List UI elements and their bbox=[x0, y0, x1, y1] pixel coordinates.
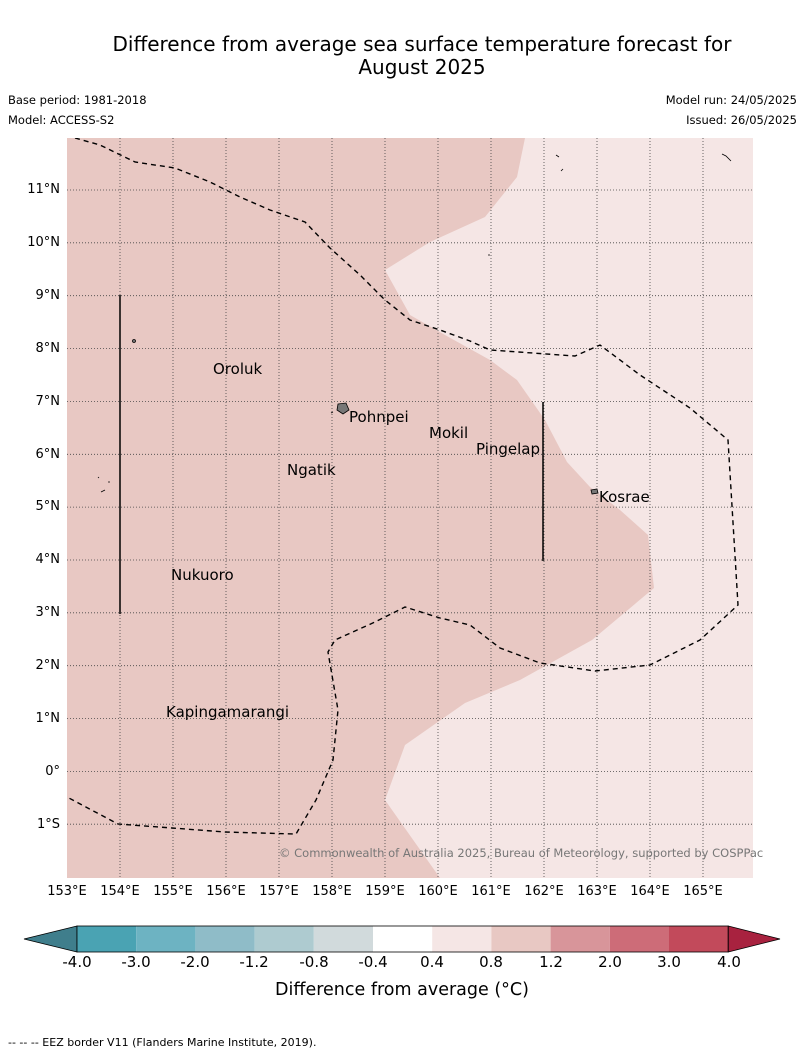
lat-label-7n: 7°N bbox=[35, 394, 61, 409]
eez-borders bbox=[67, 138, 739, 835]
model-run: Model run: 24/05/2025 bbox=[665, 93, 797, 107]
place-pohnpei: Pohnpei bbox=[349, 408, 409, 426]
colorbar-label: 4.0 bbox=[717, 953, 741, 971]
lat-label-10n: 10°N bbox=[27, 235, 60, 250]
pohnpei-island bbox=[336, 402, 350, 415]
base-period: Base period: 1981-2018 bbox=[8, 93, 147, 107]
lon-label-164e: 164°E bbox=[630, 884, 670, 899]
eez-border-north bbox=[67, 138, 739, 835]
colorbar-label: -4.0 bbox=[62, 953, 92, 971]
lat-label-3n: 3°N bbox=[35, 605, 61, 620]
colorbar-extend-low bbox=[23, 925, 78, 953]
small-island-3 bbox=[330, 254, 490, 414]
model-name: Model: ACCESS-S2 bbox=[8, 113, 115, 127]
place-oroluk: Oroluk bbox=[213, 360, 263, 378]
lon-label-165e: 165°E bbox=[683, 884, 723, 899]
kosrae-island bbox=[590, 488, 599, 495]
colorbar-label: -2.0 bbox=[180, 953, 210, 971]
colorbar-outline bbox=[76, 925, 729, 953]
lat-label-1s: 1°S bbox=[36, 817, 60, 832]
colorbar-segment bbox=[77, 926, 137, 952]
atoll-island bbox=[132, 339, 136, 343]
lat-label-4n: 4°N bbox=[35, 552, 61, 567]
colorbar-segment bbox=[136, 926, 196, 952]
place-kosrae: Kosrae bbox=[599, 488, 650, 506]
lat-label-11n: 11°N bbox=[27, 182, 60, 197]
gridlines bbox=[67, 138, 753, 878]
lat-label-5n: 5°N bbox=[35, 499, 61, 514]
lon-label-163e: 163°E bbox=[577, 884, 617, 899]
small-island-1 bbox=[97, 476, 110, 493]
lon-label-159e: 159°E bbox=[365, 884, 405, 899]
title-line-1: Difference from average sea surface temp… bbox=[112, 32, 732, 56]
lat-label-9n: 9°N bbox=[35, 288, 61, 303]
anomaly-region-0.8-1.2 bbox=[67, 138, 654, 878]
colorbar-segment bbox=[609, 926, 669, 952]
place-mokil: Mokil bbox=[429, 424, 469, 442]
lon-label-162e: 162°E bbox=[524, 884, 564, 899]
small-island-2 bbox=[555, 153, 732, 172]
lon-label-156e: 156°E bbox=[206, 884, 246, 899]
colorbar-extend-high bbox=[727, 925, 781, 953]
colorbar-label: -0.4 bbox=[358, 953, 388, 971]
lon-label-160e: 160°E bbox=[418, 884, 458, 899]
place-nukuoro: Nukuoro bbox=[171, 566, 234, 584]
lat-label-1n: 1°N bbox=[35, 711, 61, 726]
colorbar-label: 1.2 bbox=[539, 953, 563, 971]
chart-title: Difference from average sea surface temp… bbox=[0, 33, 804, 79]
title-line-2: August 2025 bbox=[358, 55, 486, 79]
colorbar-segment bbox=[373, 926, 433, 952]
colorbar-segment bbox=[491, 926, 551, 952]
colorbar-label: 0.4 bbox=[420, 953, 444, 971]
lon-label-161e: 161°E bbox=[471, 884, 511, 899]
lat-label-8n: 8°N bbox=[35, 341, 61, 356]
colorbar-label: 3.0 bbox=[657, 953, 681, 971]
lon-label-158e: 158°E bbox=[312, 884, 352, 899]
colorbar-segment bbox=[195, 926, 255, 952]
lon-label-155e: 155°E bbox=[153, 884, 193, 899]
lon-label-157e: 157°E bbox=[259, 884, 299, 899]
colorbar-label: -3.0 bbox=[121, 953, 151, 971]
colorbar-segment bbox=[313, 926, 373, 952]
colorbar-label: -1.2 bbox=[239, 953, 269, 971]
copyright-notice: © Commonwealth of Australia 2025, Bureau… bbox=[279, 846, 764, 860]
lat-label-2n: 2°N bbox=[35, 658, 61, 673]
lon-label-154e: 154°E bbox=[100, 884, 140, 899]
colorbar-segment bbox=[432, 926, 492, 952]
islands bbox=[97, 153, 732, 495]
place-pingelap: Pingelap bbox=[476, 440, 541, 458]
reference-lines bbox=[119, 295, 544, 614]
colorbar-label: 0.8 bbox=[479, 953, 503, 971]
colorbar bbox=[23, 925, 781, 953]
lat-label-6n: 6°N bbox=[35, 447, 61, 462]
footnote: -- -- -- EEZ border V11 (Flanders Marine… bbox=[8, 1036, 317, 1049]
colorbar-title: Difference from average (°C) bbox=[275, 980, 529, 1000]
anomaly-region-0.4-0.8-sliver bbox=[750, 228, 753, 240]
colorbar-segment bbox=[254, 926, 314, 952]
lat-label-0: 0° bbox=[45, 764, 60, 779]
colorbar-label: -0.8 bbox=[299, 953, 329, 971]
place-kapingamarangi: Kapingamarangi bbox=[166, 703, 290, 721]
lon-label-153e: 153°E bbox=[47, 884, 87, 899]
colorbar-segment bbox=[550, 926, 610, 952]
colorbar-label: 2.0 bbox=[598, 953, 622, 971]
issued-date: Issued: 26/05/2025 bbox=[686, 113, 797, 127]
place-ngatik: Ngatik bbox=[287, 461, 336, 479]
colorbar-segment bbox=[669, 926, 729, 952]
